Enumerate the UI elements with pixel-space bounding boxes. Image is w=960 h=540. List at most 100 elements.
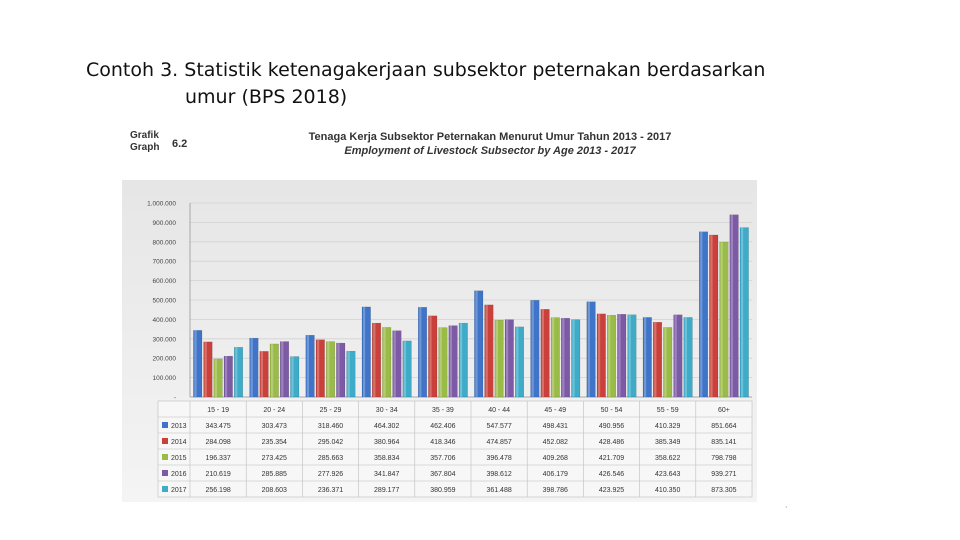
legend-label: 2013 <box>171 423 187 430</box>
data-label: 418.346 <box>430 439 455 446</box>
data-label: 318.460 <box>318 423 343 430</box>
data-label: 428.486 <box>599 439 624 446</box>
legend-swatch <box>162 422 168 428</box>
bar <box>663 327 673 398</box>
x-category-label: 40 - 44 <box>488 407 510 414</box>
bar <box>346 350 356 398</box>
bar-highlight <box>383 327 386 397</box>
bar <box>474 290 484 398</box>
bar <box>223 355 233 398</box>
legend-label: 2017 <box>171 487 187 494</box>
bar-highlight <box>506 319 509 397</box>
bar-highlight <box>541 309 544 397</box>
data-label: 284.098 <box>205 439 230 446</box>
x-category-label: 30 - 34 <box>376 407 398 414</box>
bar <box>683 317 693 398</box>
bar-highlight <box>485 304 488 397</box>
data-label: 208.603 <box>262 487 287 494</box>
footnote-mark: , <box>785 500 788 509</box>
data-label: 289.177 <box>374 487 399 494</box>
bar <box>305 335 315 398</box>
data-label: 873.305 <box>711 487 736 494</box>
data-label: 380.959 <box>430 487 455 494</box>
data-label: 277.926 <box>318 471 343 478</box>
bar <box>484 304 494 398</box>
chart-title: Tenaga Kerja Subsektor Peternakan Menuru… <box>290 130 690 158</box>
legend-swatch <box>162 454 168 460</box>
bar-highlight <box>654 322 657 397</box>
bar <box>494 319 504 398</box>
bar-highlight <box>194 330 197 397</box>
bar <box>326 341 336 398</box>
bar-highlight <box>260 351 263 397</box>
data-label: 341.847 <box>374 471 399 478</box>
data-label: 273.425 <box>262 455 287 462</box>
data-label: 361.488 <box>486 487 511 494</box>
data-label: 423.925 <box>599 487 624 494</box>
data-label: 398.786 <box>543 487 568 494</box>
bar-highlight <box>516 326 519 397</box>
bar-highlight <box>562 318 565 397</box>
bar <box>550 317 560 398</box>
slide-title-line2: umur (BPS 2018) <box>185 86 348 108</box>
data-label: 398.612 <box>486 471 511 478</box>
legend-swatch <box>162 438 168 444</box>
bar-highlight <box>439 327 442 397</box>
slide-title: Contoh 3. Statistik ketenagakerjaan subs… <box>86 57 806 111</box>
x-category-label: 55 - 59 <box>657 407 679 414</box>
data-label: 464.302 <box>374 423 399 430</box>
data-label: 236.371 <box>318 487 343 494</box>
bar <box>438 327 448 398</box>
bar-highlight <box>710 234 713 397</box>
bar <box>336 342 346 398</box>
bar-highlight <box>363 306 366 397</box>
y-tick-label: 100.000 <box>153 375 177 382</box>
data-label: 426.546 <box>599 471 624 478</box>
bar-highlight <box>204 341 207 397</box>
bar <box>504 319 514 398</box>
bar-highlight <box>306 335 309 397</box>
bar <box>561 318 571 398</box>
figure-label: Grafik Graph <box>130 130 159 154</box>
bar <box>530 300 540 398</box>
bar <box>382 327 392 398</box>
data-label: 343.475 <box>205 423 230 430</box>
bar <box>402 340 412 398</box>
bar <box>269 343 279 398</box>
figure-number: 6.2 <box>172 138 188 150</box>
bar <box>571 319 581 398</box>
bar-highlight <box>531 300 534 397</box>
bar <box>249 337 259 398</box>
bar-highlight <box>741 227 744 397</box>
bar-highlight <box>608 315 611 397</box>
x-category-label: 35 - 39 <box>432 407 454 414</box>
data-label: 851.664 <box>711 423 736 430</box>
bar <box>361 306 371 398</box>
legend-label: 2016 <box>171 471 187 478</box>
y-tick-label: 1.000.000 <box>147 201 176 208</box>
x-category-label: 50 - 54 <box>601 407 623 414</box>
data-label: 285.885 <box>262 471 287 478</box>
y-tick-label: 200.000 <box>153 356 177 363</box>
data-label: 474.857 <box>486 439 511 446</box>
y-tick-label: 600.000 <box>153 278 177 285</box>
x-category-label: 15 - 19 <box>207 407 229 414</box>
x-category-label: 60+ <box>718 407 730 414</box>
bar-highlight <box>598 313 601 397</box>
bar <box>458 322 468 398</box>
bar <box>739 227 749 398</box>
bar-highlight <box>235 347 238 397</box>
data-label: 367.804 <box>430 471 455 478</box>
legend-swatch <box>162 470 168 476</box>
data-label: 498.431 <box>543 423 568 430</box>
bar-highlight <box>684 317 687 397</box>
bar-highlight <box>214 358 217 397</box>
data-label: 285.663 <box>318 455 343 462</box>
data-label: 303.473 <box>262 423 287 430</box>
legend-label: 2014 <box>171 439 187 446</box>
bar-highlight <box>271 343 274 397</box>
data-label: 358.622 <box>655 455 680 462</box>
bar <box>673 314 683 398</box>
bar <box>709 234 719 398</box>
data-label: 256.198 <box>205 487 230 494</box>
